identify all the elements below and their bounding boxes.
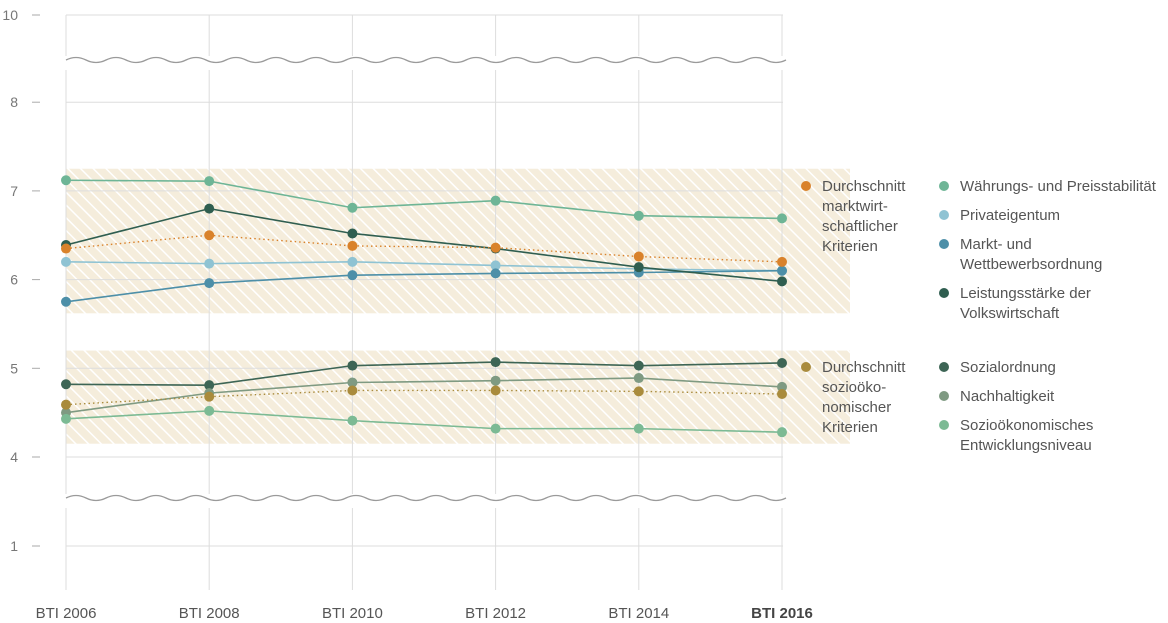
x-tick-label: BTI 2010 <box>322 605 383 622</box>
data-point <box>204 259 214 269</box>
data-point <box>777 257 787 267</box>
y-tick-label: 4 <box>10 449 18 465</box>
y-tick-label: 1 <box>10 538 18 554</box>
highlight-bands <box>66 169 850 444</box>
data-point <box>347 228 357 238</box>
data-point <box>777 266 787 276</box>
legend-item-label: Wettbewerbsordnung <box>960 256 1102 273</box>
legend-item-label: Nachhaltigkeit <box>960 388 1055 405</box>
x-tick-label: BTI 2012 <box>465 605 526 622</box>
x-tick-label: BTI 2006 <box>36 605 97 622</box>
data-point <box>61 244 71 254</box>
legend-avg-socio-label: Kriterien <box>822 419 878 436</box>
x-tick-label: BTI 2016 <box>751 605 813 622</box>
legend-item-marker <box>939 239 949 249</box>
data-point <box>204 278 214 288</box>
y-tick-label: 7 <box>10 183 18 199</box>
legend-item-marker <box>939 210 949 220</box>
data-point <box>777 427 787 437</box>
legend-avg-market-label: Kriterien <box>822 238 878 255</box>
data-point <box>204 204 214 214</box>
legend-item-label: Privateigentum <box>960 207 1060 224</box>
x-tick-label: BTI 2008 <box>179 605 240 622</box>
legend-item-marker <box>939 181 949 191</box>
x-tick-label: BTI 2014 <box>608 605 669 622</box>
data-point <box>61 297 71 307</box>
legend-item-label: Entwicklungsniveau <box>960 437 1092 454</box>
data-point <box>777 389 787 399</box>
data-point <box>347 385 357 395</box>
data-point <box>634 262 644 272</box>
data-point <box>491 376 501 386</box>
legend-avg-market-label: Durchschnitt <box>822 178 906 195</box>
data-point <box>347 241 357 251</box>
data-point <box>204 406 214 416</box>
data-point <box>777 213 787 223</box>
data-point <box>634 373 644 383</box>
legend-item-marker <box>939 391 949 401</box>
data-point <box>777 358 787 368</box>
legend-avg-market-label: schaftlicher <box>822 218 898 235</box>
data-point <box>491 243 501 253</box>
data-point <box>347 416 357 426</box>
legend-avg-socio-label: Durchschnitt <box>822 359 906 376</box>
legend-avg-socio-label: nomischer <box>822 399 891 416</box>
data-point <box>347 257 357 267</box>
legend-item-label: Sozioökonomisches <box>960 417 1093 434</box>
y-tick-label: 6 <box>10 272 18 288</box>
data-point <box>61 414 71 424</box>
data-point <box>634 386 644 396</box>
data-point <box>491 424 501 434</box>
legend-avg-market-label: marktwirt- <box>822 198 888 215</box>
legend-item-label: Sozialordnung <box>960 359 1056 376</box>
data-point <box>491 268 501 278</box>
y-axis-ticks: 1 4 5 6 7 8 10 <box>2 7 40 554</box>
legend-avg-socio-label: sozioöko- <box>822 379 886 396</box>
data-point <box>61 379 71 389</box>
y-tick-label: 10 <box>2 7 18 23</box>
data-point <box>61 400 71 410</box>
data-point <box>491 196 501 206</box>
legend-item-marker <box>939 420 949 430</box>
data-point <box>347 361 357 371</box>
data-point <box>777 276 787 286</box>
data-point <box>204 230 214 240</box>
data-point <box>634 424 644 434</box>
data-point <box>347 203 357 213</box>
legend-item-label: Leistungsstärke der <box>960 285 1091 302</box>
legend-avg-socio-marker <box>801 362 811 372</box>
legend-avg-market-marker <box>801 181 811 191</box>
data-point <box>634 211 644 221</box>
data-point <box>61 175 71 185</box>
y-tick-label: 8 <box>10 94 18 110</box>
data-point <box>491 357 501 367</box>
data-point <box>634 252 644 262</box>
y-tick-label: 5 <box>10 360 18 376</box>
data-point <box>347 270 357 280</box>
legend: Durchschnitt marktwirt-schaftlicher Kriter… <box>801 178 1157 454</box>
data-point <box>61 257 71 267</box>
legend-item-label: Währungs- und Preisstabilität <box>960 178 1157 195</box>
legend-item-marker <box>939 288 949 298</box>
legend-item-marker <box>939 362 949 372</box>
data-point <box>634 361 644 371</box>
x-axis-ticks: BTI 2006 BTI 2008 BTI 2010 BTI 2012 BTI 2014… <box>36 605 813 622</box>
legend-item-label: Markt- und <box>960 236 1032 253</box>
legend-item-label: Volkswirtschaft <box>960 305 1060 322</box>
data-point <box>204 176 214 186</box>
data-point <box>491 385 501 395</box>
data-point <box>204 392 214 402</box>
